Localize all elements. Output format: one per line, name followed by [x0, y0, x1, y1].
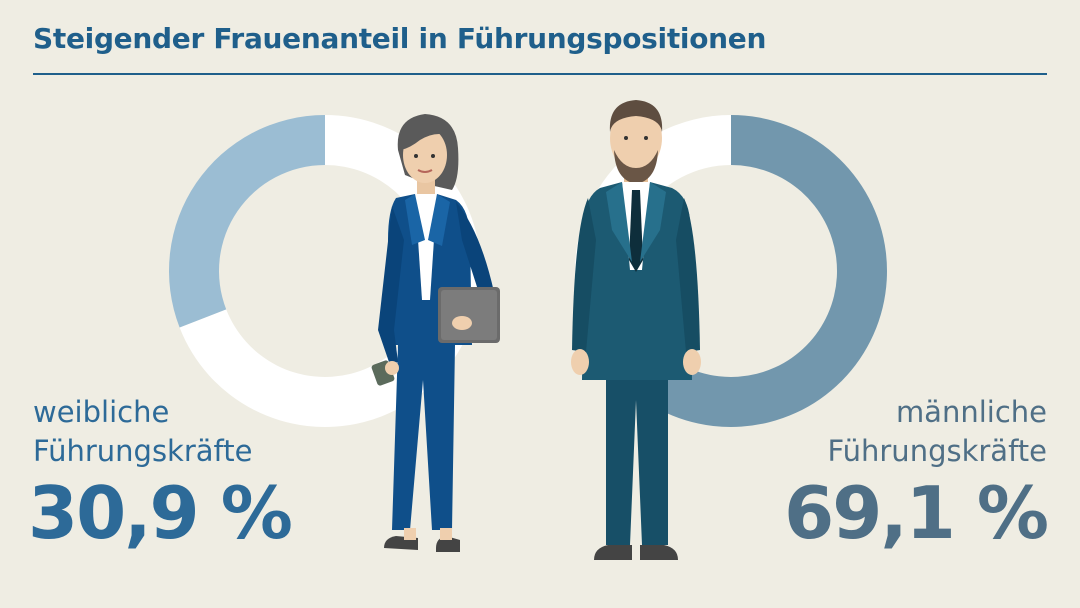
title-divider	[33, 73, 1047, 75]
businessman-icon	[571, 100, 701, 560]
female-label: weibliche Führungskräfte	[33, 393, 252, 471]
businesswoman-icon	[371, 114, 500, 552]
donut-male-segment	[585, 115, 888, 427]
female-label-line-2: Führungskräfte	[33, 434, 253, 468]
female-label-line-1: weibliche	[33, 395, 170, 429]
male-value: 69,1 %	[784, 471, 1049, 555]
page-title: Steigender Frauenanteil in Führungsposit…	[33, 22, 767, 55]
donut-female-segment	[169, 115, 325, 328]
male-label-line-2: Führungskräfte	[827, 434, 1047, 468]
male-label-line-1: männliche	[895, 395, 1047, 429]
female-value: 30,9 %	[28, 471, 293, 555]
male-label: männliche Führungskräfte	[828, 393, 1047, 471]
